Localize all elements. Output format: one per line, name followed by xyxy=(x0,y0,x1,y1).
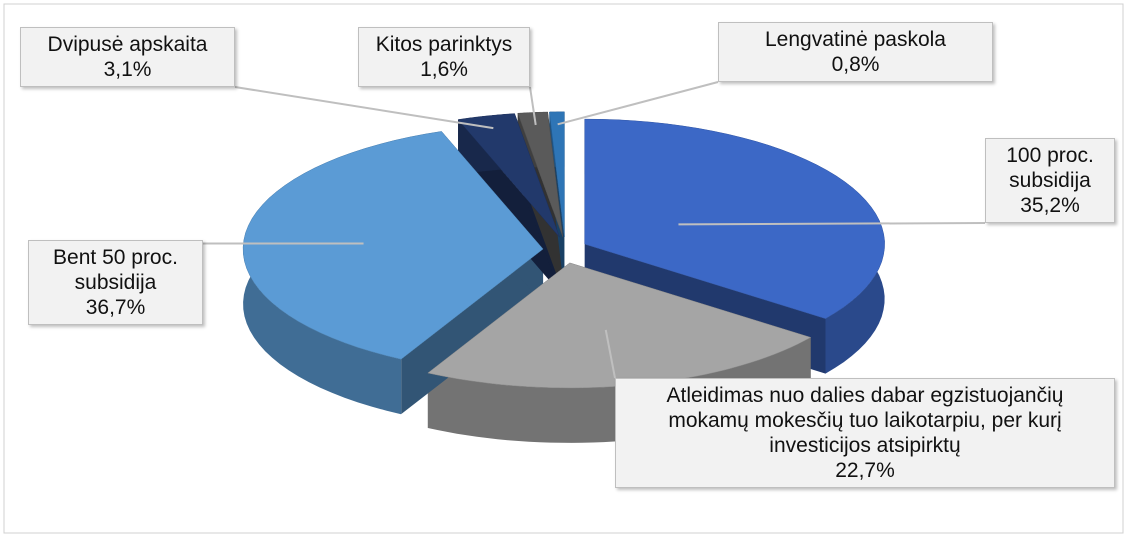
leader-line xyxy=(529,86,537,126)
data-label: Bent 50 proc. subsidija 36,7% xyxy=(28,240,203,325)
label-value: 0,8% xyxy=(831,53,880,76)
label-name: Atleidimas nuo dalies dabar egzistuojanč… xyxy=(666,384,1064,457)
leader-line xyxy=(678,222,986,226)
label-name: Dvipusė apskaita xyxy=(47,33,208,56)
label-name: 100 proc. subsidija xyxy=(1006,144,1094,192)
label-name: Kitos parinktys xyxy=(375,33,513,56)
label-value: 35,2% xyxy=(1020,194,1080,217)
data-label: Lengvatinė paskola 0,8% xyxy=(718,22,993,82)
leader-line xyxy=(234,86,494,130)
data-label: Dvipusė apskaita 3,1% xyxy=(20,27,235,87)
data-label: 100 proc. subsidija 35,2% xyxy=(985,138,1115,223)
label-value: 1,6% xyxy=(420,58,468,81)
leader-line xyxy=(557,81,719,126)
slice xyxy=(457,113,560,238)
data-label: Kitos parinktys 1,6% xyxy=(358,27,530,87)
data-label: Atleidimas nuo dalies dabar egzistuojanč… xyxy=(615,378,1115,488)
label-value: 36,7% xyxy=(85,296,146,319)
slice xyxy=(549,111,565,237)
slice xyxy=(584,118,885,319)
label-value: 22,7% xyxy=(835,459,895,482)
slice xyxy=(517,111,564,237)
label-name: Lengvatinė paskola xyxy=(765,28,946,51)
leader-line xyxy=(604,329,616,379)
label-value: 3,1% xyxy=(103,58,152,81)
label-name: Bent 50 proc. subsidija xyxy=(53,246,178,294)
slice xyxy=(242,131,544,360)
